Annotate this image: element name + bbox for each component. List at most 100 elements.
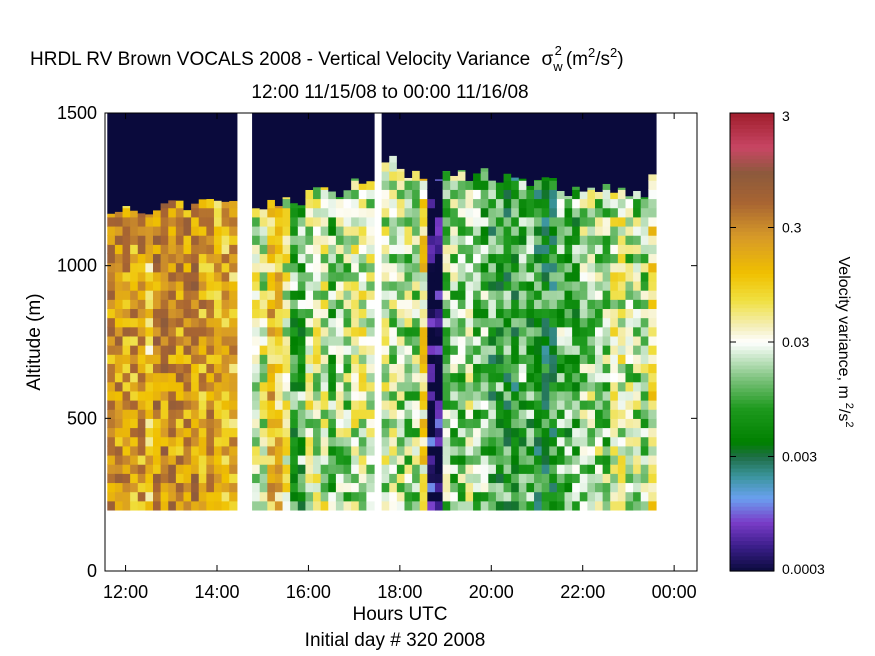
heatmap-cell	[427, 290, 436, 300]
heatmap-cell	[579, 308, 588, 319]
heatmap-cell	[191, 207, 200, 218]
heatmap-cell	[648, 290, 657, 300]
heatmap-cell	[648, 418, 657, 429]
heatmap-cell	[434, 454, 444, 465]
heatmap-cell	[595, 216, 604, 227]
heatmap-cell	[579, 436, 588, 447]
heatmap-cell	[556, 381, 566, 392]
heatmap-cell	[221, 418, 230, 429]
heatmap-cell	[595, 326, 604, 337]
heatmap-cell	[480, 464, 489, 474]
heatmap-cell	[145, 113, 154, 215]
heatmap-cell	[419, 345, 428, 355]
colorbar-segment	[730, 174, 774, 179]
heatmap-cell	[617, 345, 627, 355]
heatmap-cell	[465, 381, 474, 392]
heatmap-cell	[328, 390, 337, 401]
heatmap-cell	[114, 400, 124, 410]
heatmap-cell	[534, 418, 543, 429]
heatmap-cell	[633, 216, 642, 227]
heatmap-cell	[305, 400, 314, 410]
heatmap-cell	[335, 500, 345, 511]
heatmap-cell	[114, 345, 124, 355]
heatmap-cell	[114, 299, 124, 310]
heatmap-cell	[313, 363, 322, 374]
heatmap-cell	[526, 198, 535, 209]
heatmap-cell	[130, 299, 139, 310]
heatmap-cell	[252, 464, 261, 474]
heatmap-cell	[534, 225, 543, 236]
heatmap-cell	[137, 390, 146, 401]
heatmap-cell	[457, 253, 467, 264]
colorbar-segment	[730, 132, 774, 137]
heatmap-cell	[404, 427, 413, 438]
heatmap-cell	[457, 244, 467, 255]
heatmap-cell	[335, 253, 345, 264]
heatmap-cell	[434, 482, 444, 493]
heatmap-cell	[358, 317, 367, 328]
heatmap-cell	[488, 235, 497, 245]
colorbar-segment	[730, 452, 774, 458]
heatmap-cell	[297, 445, 307, 456]
heatmap-cell	[313, 454, 322, 465]
heatmap-cell	[328, 482, 337, 493]
heatmap-cell	[473, 225, 482, 236]
heatmap-cell	[153, 372, 162, 383]
heatmap-cell	[419, 262, 428, 273]
heatmap-cell	[114, 409, 124, 419]
heatmap-cell	[503, 381, 512, 392]
heatmap-cell	[412, 113, 421, 172]
heatmap-cell	[488, 280, 497, 291]
heatmap-cell	[389, 207, 398, 218]
heatmap-cell	[358, 326, 367, 337]
heatmap-cell	[419, 253, 428, 264]
heatmap-cell	[503, 454, 512, 465]
heatmap-cell	[328, 409, 337, 419]
heatmap-cell	[511, 207, 520, 218]
heatmap-cell	[122, 225, 131, 236]
heatmap-cell	[450, 335, 459, 346]
heatmap-cell	[602, 326, 611, 337]
heatmap-cell	[381, 436, 390, 447]
heatmap-cell	[259, 372, 268, 383]
heatmap-cell	[404, 244, 413, 255]
heatmap-cell	[579, 191, 588, 200]
heatmap-cell	[640, 372, 649, 383]
heatmap-cell	[137, 271, 146, 282]
heatmap-cell	[488, 308, 497, 319]
heatmap-cell	[412, 225, 421, 236]
colorbar-segment	[730, 246, 774, 251]
heatmap-cell	[122, 482, 131, 493]
heatmap-cell	[587, 381, 596, 392]
heatmap-cell	[282, 271, 291, 282]
heatmap-cell	[122, 345, 131, 355]
heatmap-cell	[274, 299, 284, 310]
heatmap-cell	[427, 418, 436, 429]
heatmap-cell	[114, 491, 124, 502]
heatmap-cell	[412, 299, 421, 310]
heatmap-cell	[282, 299, 291, 310]
heatmap-cell	[595, 390, 604, 401]
colorbar-segment	[730, 361, 774, 366]
heatmap-cell	[396, 189, 406, 200]
heatmap-cell	[640, 113, 649, 198]
heatmap-cell	[213, 436, 223, 447]
heatmap-cell	[427, 381, 436, 392]
heatmap-cell	[313, 345, 322, 355]
heatmap-cell	[389, 400, 398, 410]
heatmap-cell	[183, 427, 192, 438]
heatmap-cell	[168, 308, 177, 319]
heatmap-cell	[404, 253, 413, 264]
heatmap-cell	[114, 482, 124, 493]
heatmap-cell	[633, 454, 642, 465]
heatmap-cell	[511, 363, 520, 374]
colorbar-segment	[730, 387, 774, 393]
heatmap-cell	[114, 113, 124, 213]
colorbar-segment	[730, 529, 774, 534]
heatmap-cell	[419, 418, 428, 429]
heatmap-cell	[541, 253, 550, 264]
heatmap-cell	[640, 363, 649, 374]
heatmap-cell	[335, 262, 345, 273]
heatmap-cell	[107, 253, 116, 264]
heatmap-cell	[229, 200, 238, 209]
